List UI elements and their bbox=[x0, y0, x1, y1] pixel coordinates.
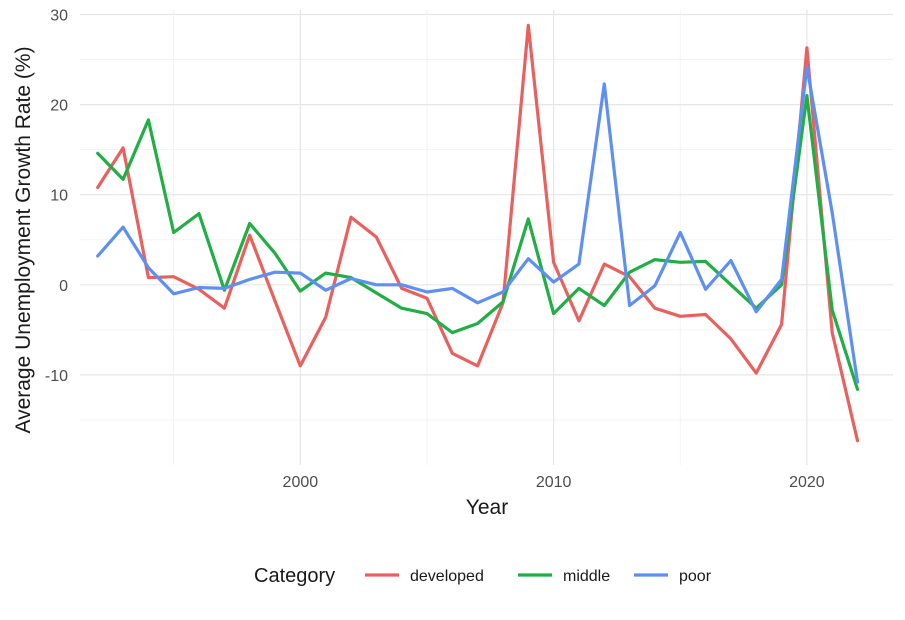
series-line-poor bbox=[96, 65, 860, 384]
series-line-developed bbox=[96, 23, 860, 443]
y-tick-label: 30 bbox=[50, 8, 68, 25]
y-tick-label: 10 bbox=[50, 188, 68, 205]
y-tick-label: 20 bbox=[50, 98, 68, 115]
x-tick-label: 2010 bbox=[536, 474, 572, 491]
legend-label-middle: middle bbox=[563, 568, 610, 585]
series-line-middle bbox=[96, 93, 860, 391]
y-tick-label: -10 bbox=[45, 368, 68, 385]
x-axis-ticks: 2000 2010 2020 bbox=[283, 474, 825, 491]
x-tick-label: 2000 bbox=[283, 474, 319, 491]
legend-label-developed: developed bbox=[410, 568, 484, 585]
grid bbox=[80, 10, 893, 465]
series-lines bbox=[96, 23, 860, 443]
legend: Category developed middle poor bbox=[254, 565, 712, 587]
x-axis-title: Year bbox=[466, 496, 508, 519]
y-axis-ticks: -10 0 10 20 30 bbox=[45, 8, 68, 385]
x-tick-label: 2020 bbox=[789, 474, 825, 491]
y-tick-label: 0 bbox=[59, 278, 68, 295]
legend-title: Category bbox=[254, 565, 335, 587]
legend-label-poor: poor bbox=[679, 568, 712, 585]
y-axis-title: Average Unemployment Growth Rate (%) bbox=[12, 46, 35, 433]
